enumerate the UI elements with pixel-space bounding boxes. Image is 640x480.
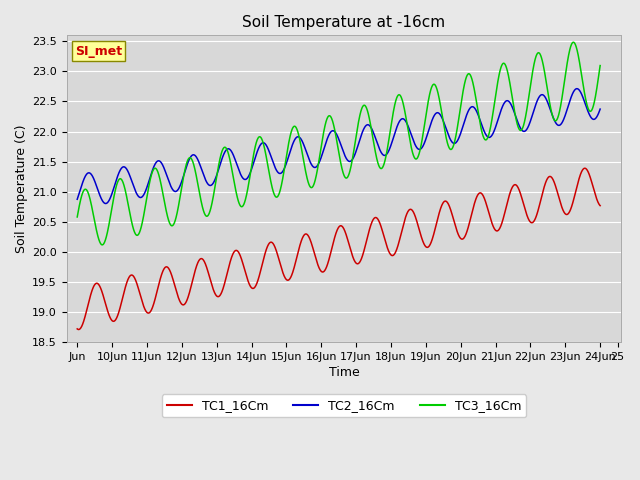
Y-axis label: Soil Temperature (C): Soil Temperature (C) [15,124,28,253]
X-axis label: Time: Time [328,366,359,379]
Text: SI_met: SI_met [75,45,122,58]
Title: Soil Temperature at -16cm: Soil Temperature at -16cm [243,15,445,30]
Legend: TC1_16Cm, TC2_16Cm, TC3_16Cm: TC1_16Cm, TC2_16Cm, TC3_16Cm [162,394,526,417]
